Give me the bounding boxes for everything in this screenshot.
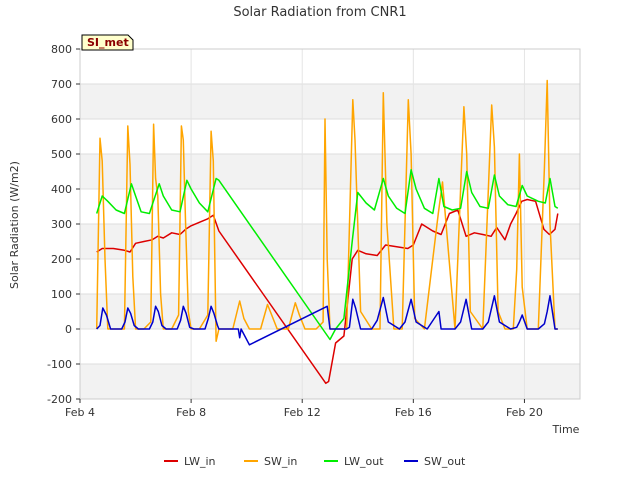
y-tick-label: 600	[51, 113, 72, 126]
y-tick-label: -200	[47, 393, 72, 406]
plot-band	[80, 84, 580, 119]
series-line-sw-in	[95, 79, 558, 343]
badge-box	[81, 34, 134, 51]
x-tick-label: Feb 8	[176, 406, 206, 419]
legend-label: SW_in	[264, 455, 297, 468]
legend-label: LW_in	[184, 455, 216, 468]
series-lines	[95, 79, 559, 385]
legend: LW_in SW_in LW_out SW_out	[164, 455, 466, 468]
instrument-badge: SI_met	[81, 34, 134, 51]
y-axis-ticks: -200 -100 0 100 200 300 400 500 600 700 800	[47, 43, 80, 406]
y-axis-label: Solar Radiation (W/m2)	[8, 161, 21, 289]
y-tick-label: 200	[51, 253, 72, 266]
y-tick-label: -100	[47, 358, 72, 371]
chart-title: Solar Radiation from CNR1	[233, 5, 406, 20]
x-axis-ticks: Feb 4 Feb 8 Feb 12 Feb 16 Feb 20	[65, 399, 543, 419]
x-tick-label: Feb 4	[65, 406, 95, 419]
y-tick-label: 800	[51, 43, 72, 56]
y-tick-label: 700	[51, 78, 72, 91]
y-tick-label: 500	[51, 148, 72, 161]
x-axis-label: Time	[552, 423, 580, 436]
x-tick-label: Feb 12	[284, 406, 321, 419]
series-line-sw-out	[96, 295, 558, 346]
badge-label: SI_met	[87, 36, 129, 49]
y-tick-label: 300	[51, 218, 72, 231]
x-tick-label: Feb 20	[506, 406, 543, 419]
legend-label: LW_out	[344, 455, 384, 468]
y-tick-label: 100	[51, 288, 72, 301]
y-tick-label: 0	[65, 323, 72, 336]
x-tick-label: Feb 16	[395, 406, 432, 419]
y-tick-label: 400	[51, 183, 72, 196]
series-line-lw-out	[95, 169, 559, 341]
legend-label: SW_out	[424, 455, 466, 468]
plot-band	[80, 364, 580, 399]
plot-band	[80, 224, 580, 259]
